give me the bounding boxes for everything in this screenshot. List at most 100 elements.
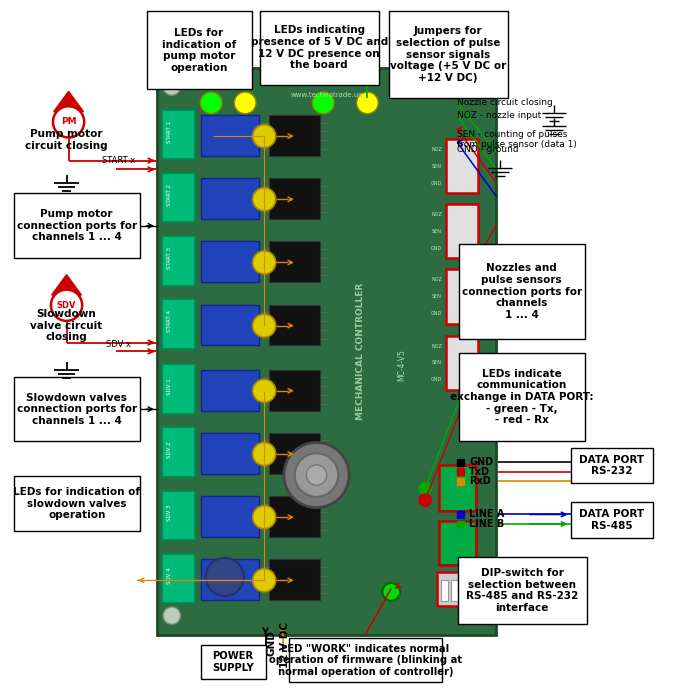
Text: SDV 4: SDV 4: [167, 568, 172, 585]
Bar: [457, 468, 464, 475]
Text: SEN - counting of pulses
from pulse sensor (data 1): SEN - counting of pulses from pulse sens…: [457, 130, 577, 149]
Text: LINE B: LINE B: [469, 519, 504, 529]
FancyBboxPatch shape: [201, 559, 259, 600]
FancyBboxPatch shape: [162, 173, 195, 222]
Circle shape: [419, 482, 431, 495]
FancyBboxPatch shape: [446, 204, 478, 258]
Circle shape: [253, 379, 276, 402]
Text: SEN: SEN: [432, 163, 442, 169]
FancyBboxPatch shape: [439, 465, 476, 511]
Text: PM: PM: [61, 118, 77, 127]
Text: Pump motor
connection ports for
channels 1 ... 4: Pump motor connection ports for channels…: [17, 209, 137, 242]
FancyBboxPatch shape: [437, 572, 483, 606]
Bar: [457, 520, 464, 527]
Text: Slowdown
valve circuit
closing: Slowdown valve circuit closing: [30, 309, 103, 343]
FancyBboxPatch shape: [269, 179, 320, 219]
FancyBboxPatch shape: [457, 556, 586, 624]
Text: TECHNOTRADE LTD: TECHNOTRADE LTD: [282, 78, 371, 87]
FancyBboxPatch shape: [571, 502, 653, 538]
FancyBboxPatch shape: [201, 115, 259, 156]
Text: 12 V DC: 12 V DC: [279, 622, 290, 668]
Bar: [457, 459, 464, 466]
Circle shape: [253, 506, 276, 529]
Circle shape: [357, 92, 378, 113]
Text: DATA PORT
RS-485: DATA PORT RS-485: [580, 509, 644, 531]
Text: Pump motor
circuit closing: Pump motor circuit closing: [26, 129, 108, 151]
Text: START x: START x: [101, 156, 135, 165]
FancyBboxPatch shape: [446, 269, 478, 324]
Circle shape: [313, 92, 334, 113]
Text: NOZ: NOZ: [431, 212, 442, 217]
Bar: [457, 477, 464, 484]
Text: SEN: SEN: [432, 229, 442, 234]
Circle shape: [253, 125, 276, 147]
Text: LEDs indicate
communication
exchange in DATA PORT:
- green - Tx,
- red - Rx: LEDs indicate communication exchange in …: [450, 369, 593, 425]
Circle shape: [306, 465, 326, 485]
FancyBboxPatch shape: [269, 433, 320, 474]
Text: START 4: START 4: [167, 311, 172, 332]
Circle shape: [163, 78, 181, 95]
FancyBboxPatch shape: [162, 236, 195, 286]
Text: POWER
SUPPLY: POWER SUPPLY: [212, 651, 254, 673]
FancyBboxPatch shape: [162, 364, 195, 414]
FancyBboxPatch shape: [461, 581, 468, 601]
Text: START 3: START 3: [167, 247, 172, 269]
Circle shape: [51, 290, 82, 321]
Bar: [457, 511, 464, 518]
FancyBboxPatch shape: [162, 554, 195, 603]
FancyBboxPatch shape: [459, 353, 584, 441]
FancyBboxPatch shape: [269, 559, 320, 600]
Text: GND - ground: GND - ground: [457, 145, 519, 154]
Text: GND: GND: [431, 377, 442, 383]
Text: GND: GND: [266, 630, 277, 657]
Text: www.technotrade.ua: www.technotrade.ua: [290, 92, 363, 98]
FancyBboxPatch shape: [269, 496, 320, 537]
Circle shape: [295, 453, 338, 497]
FancyBboxPatch shape: [162, 428, 195, 477]
FancyBboxPatch shape: [269, 370, 320, 410]
Circle shape: [206, 558, 244, 596]
FancyBboxPatch shape: [201, 645, 266, 679]
Text: SDV x: SDV x: [106, 340, 130, 349]
Polygon shape: [52, 275, 81, 295]
Text: START 2: START 2: [167, 184, 172, 206]
Text: Jumpers for
selection of pulse
sensor signals
voltage (+5 V DC or
+12 V DC): Jumpers for selection of pulse sensor si…: [390, 26, 506, 83]
Circle shape: [53, 107, 84, 138]
Circle shape: [382, 583, 400, 601]
Text: LED "WORK" indicates normal
operation of firmware (blinking at
normal operation : LED "WORK" indicates normal operation of…: [269, 644, 462, 677]
Circle shape: [163, 607, 181, 624]
Circle shape: [253, 314, 276, 337]
Text: Nozzle circuit closing: Nozzle circuit closing: [457, 98, 553, 107]
Text: GND: GND: [431, 181, 442, 185]
Text: DIP-switch for
selection between
RS-485 and RS-232
interface: DIP-switch for selection between RS-485 …: [466, 568, 578, 613]
Text: Nozzles and
pulse sensors
connection ports for
channels
1 ... 4: Nozzles and pulse sensors connection por…: [462, 264, 582, 320]
FancyBboxPatch shape: [389, 11, 508, 98]
FancyBboxPatch shape: [147, 11, 252, 89]
FancyBboxPatch shape: [201, 370, 259, 410]
Circle shape: [419, 494, 431, 507]
FancyBboxPatch shape: [14, 193, 140, 257]
Circle shape: [200, 92, 222, 113]
Text: LEDs indicating
presence of 5 V DC and
12 V DC presence on
the board: LEDs indicating presence of 5 V DC and 1…: [250, 26, 388, 71]
FancyBboxPatch shape: [451, 581, 457, 601]
Text: TxD: TxD: [469, 466, 491, 477]
Text: SDV 2: SDV 2: [167, 441, 172, 458]
FancyBboxPatch shape: [471, 581, 478, 601]
Text: MECHANICAL CONTROLLER: MECHANICAL CONTROLLER: [356, 282, 365, 420]
FancyBboxPatch shape: [157, 68, 496, 635]
FancyBboxPatch shape: [14, 476, 140, 531]
FancyBboxPatch shape: [439, 521, 476, 565]
Text: NOZ: NOZ: [431, 343, 442, 349]
Circle shape: [473, 607, 491, 624]
FancyBboxPatch shape: [441, 581, 448, 601]
Polygon shape: [54, 91, 83, 111]
Text: START 1: START 1: [167, 121, 172, 143]
Text: NOZ - nozzle input: NOZ - nozzle input: [457, 111, 541, 120]
Text: LEDs for indication of
slowdown valves
operation: LEDs for indication of slowdown valves o…: [13, 487, 140, 520]
Text: SEN: SEN: [432, 361, 442, 365]
FancyBboxPatch shape: [201, 433, 259, 474]
Text: DATA PORT
RS-232: DATA PORT RS-232: [580, 455, 644, 476]
FancyBboxPatch shape: [162, 491, 195, 540]
FancyBboxPatch shape: [269, 304, 320, 345]
Text: GND: GND: [431, 311, 442, 316]
